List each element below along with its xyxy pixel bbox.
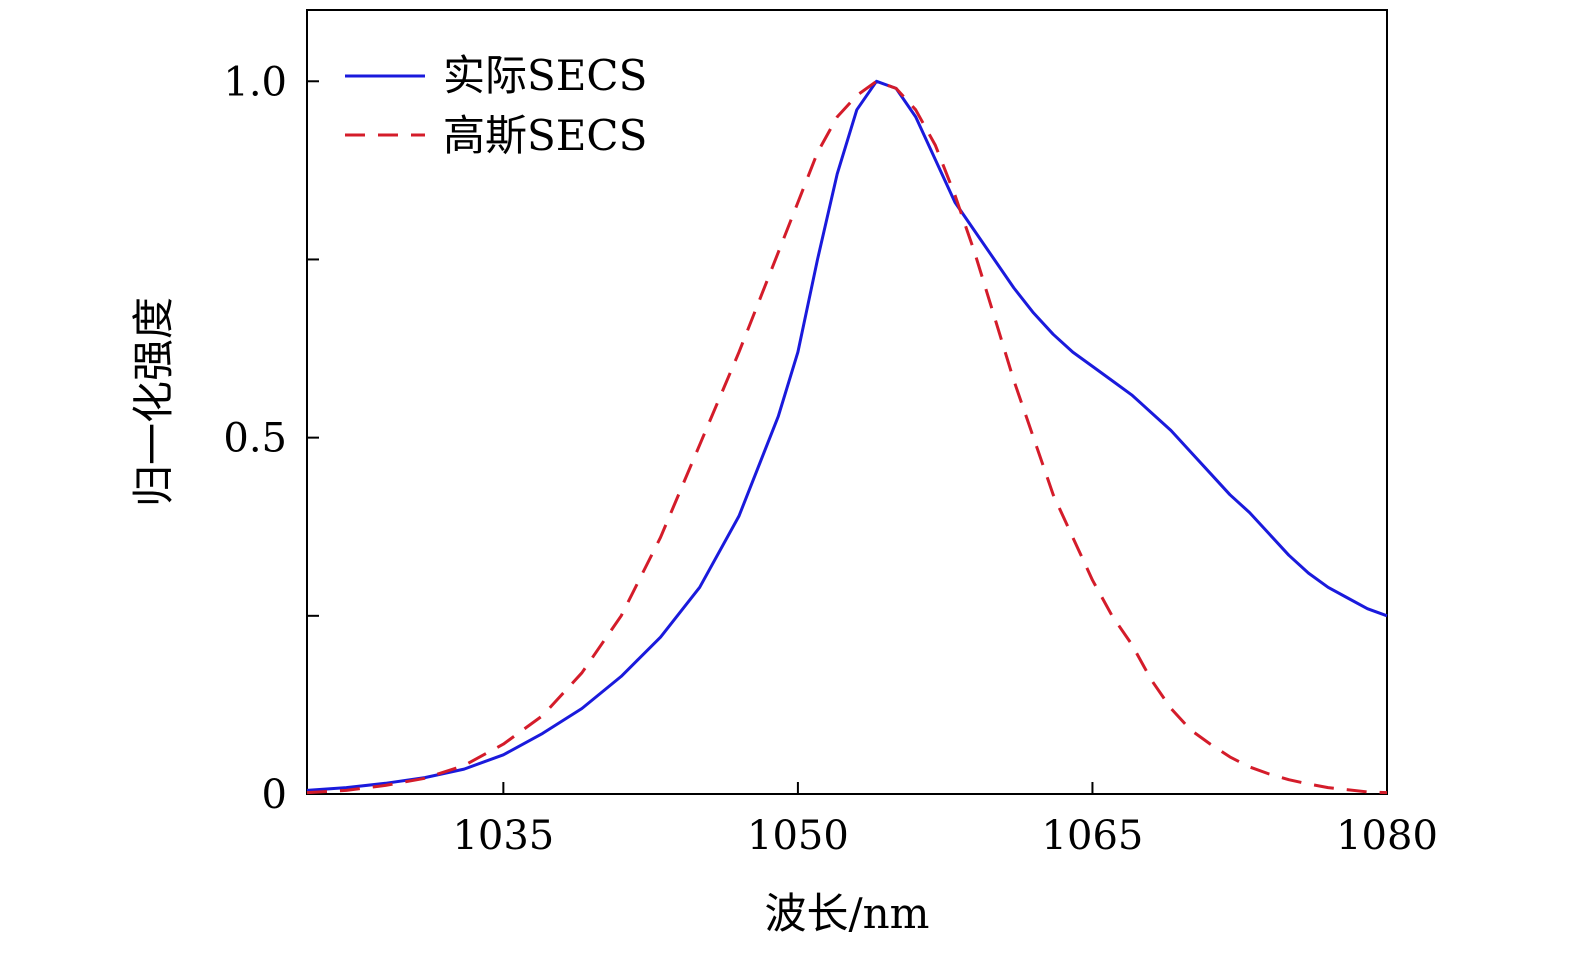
series-line-1 [306,79,1388,795]
axis-ticks: 1035 1050 1065 1080 0 0.5 1.0 [223,59,1438,859]
series-layer [306,79,1388,795]
legend-label-actual: 实际SECS [443,51,647,100]
y-tick-label: 0 [262,772,287,818]
series-line-0 [306,79,1388,792]
x-tick-label: 1035 [452,813,554,859]
x-tick-label: 1065 [1042,813,1144,859]
plot-frame [306,9,1388,795]
legend-label-gaussian: 高斯SECS [443,111,647,160]
y-tick-label: 1.0 [223,59,287,105]
x-tick-label: 1050 [747,813,849,859]
y-tick-label: 0.5 [223,416,287,462]
legend: 实际SECS 高斯SECS [345,51,647,160]
x-tick-label: 1080 [1336,813,1438,859]
y-axis-title: 归一化强度 [129,297,178,507]
x-axis-title: 波长/nm [764,889,929,938]
